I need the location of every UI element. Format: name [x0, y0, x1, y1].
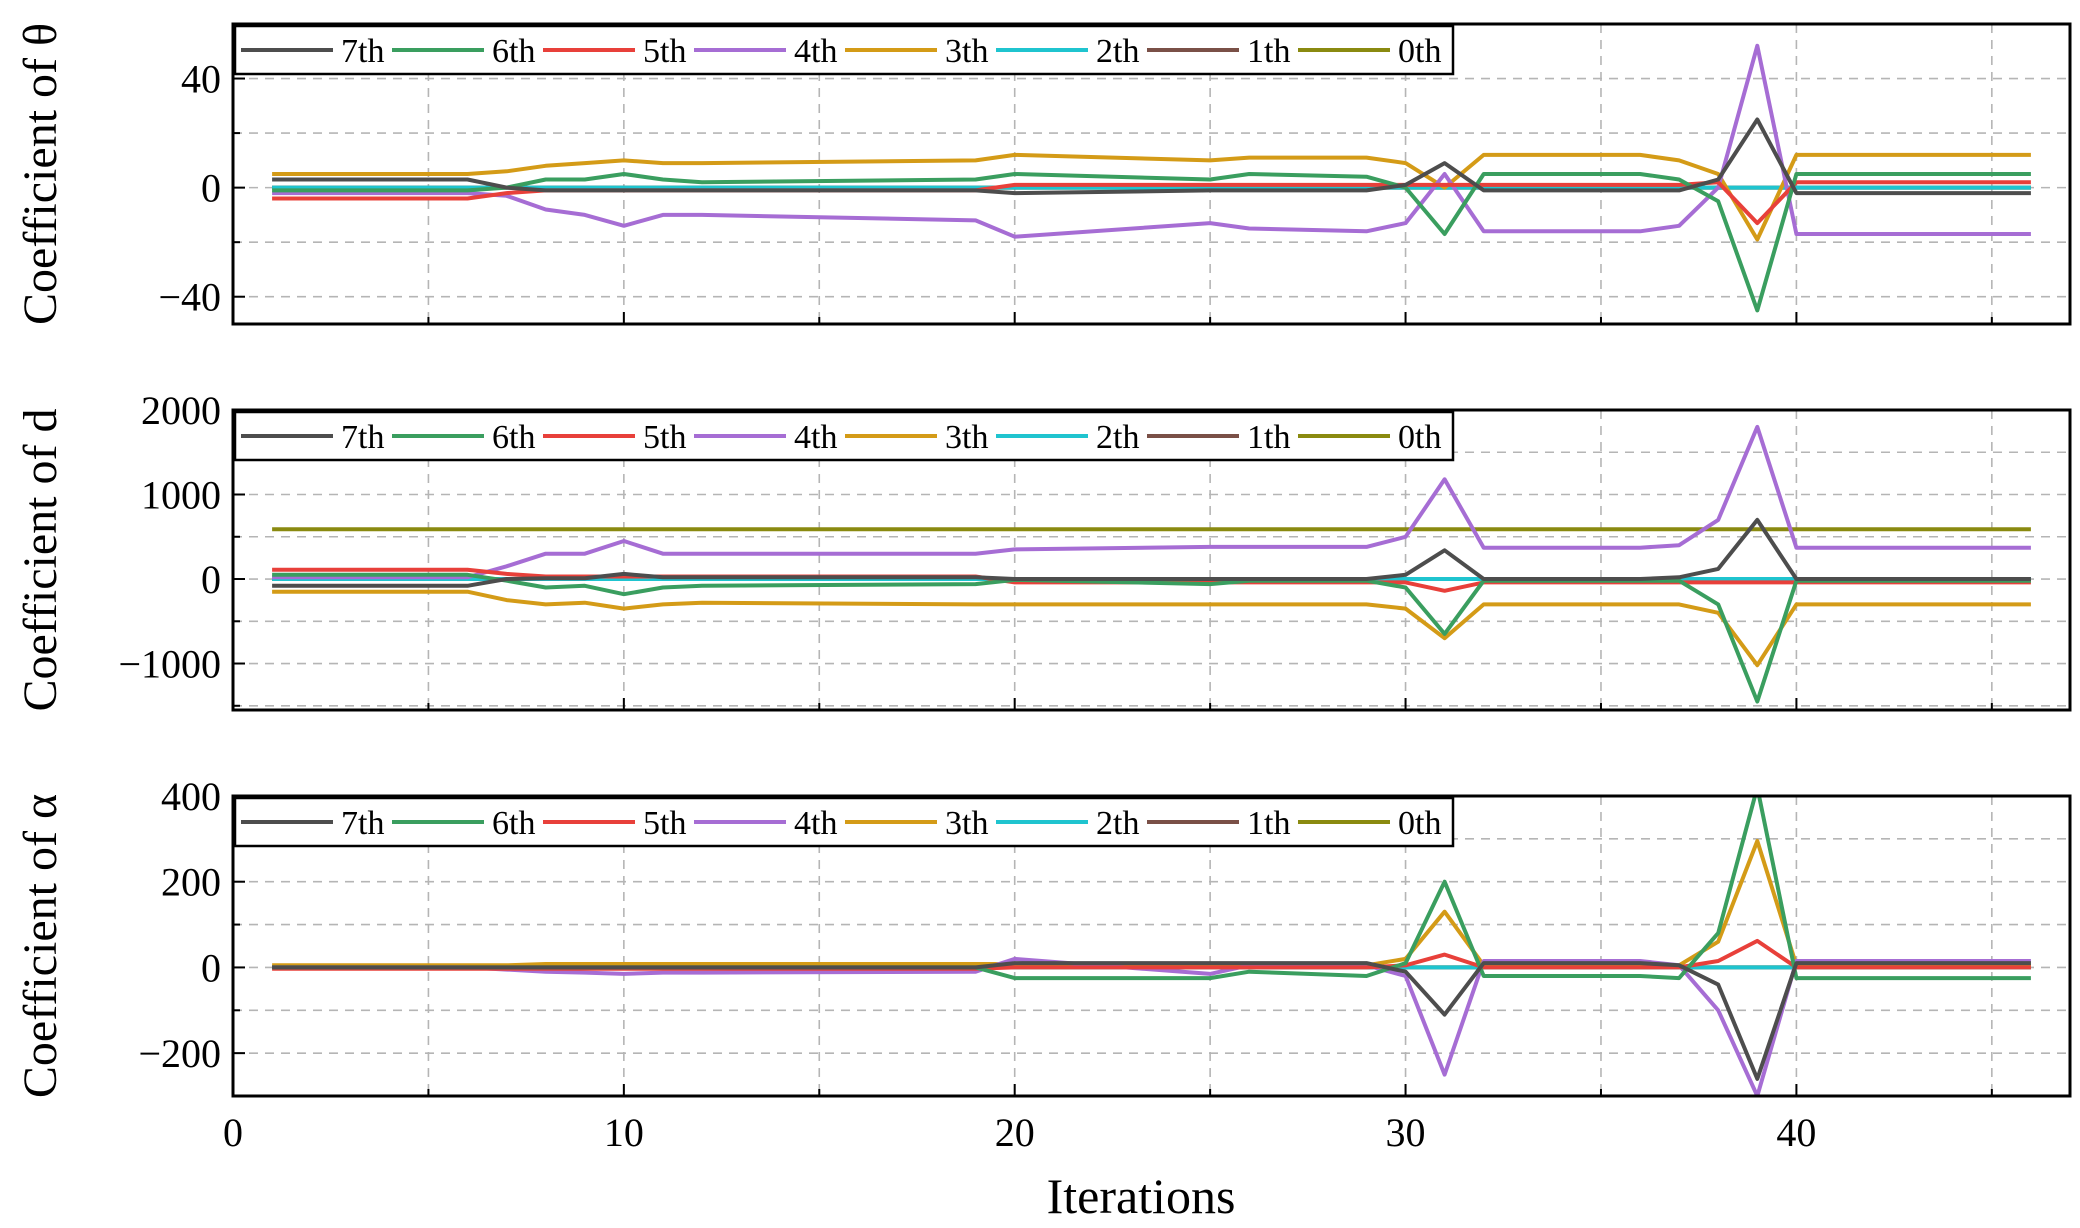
series-lines [272, 424, 2031, 704]
y-tick-label: 1000 [141, 473, 221, 518]
legend-label-3th: 3th [945, 33, 988, 70]
legend-label-7th: 7th [341, 419, 384, 456]
legend-label-6th: 6th [492, 805, 535, 842]
x-tick-label: 20 [995, 1110, 1035, 1155]
legend-label-4th: 4th [794, 805, 837, 842]
y-tick-label: 2000 [141, 388, 221, 433]
legend-label-2th: 2th [1096, 33, 1139, 70]
x-tick-label: 10 [604, 1110, 644, 1155]
y-tick-label: 40 [181, 57, 221, 102]
series-line-4th [272, 424, 2031, 580]
legend-label-7th: 7th [341, 805, 384, 842]
y-axis-label: Coefficient of α [14, 794, 67, 1098]
series-line-6th [272, 572, 2031, 704]
legend-label-4th: 4th [794, 419, 837, 456]
legend-label-0th: 0th [1398, 805, 1441, 842]
legend-label-1th: 1th [1247, 805, 1290, 842]
y-tick-label: −200 [138, 1031, 221, 1076]
series-line-3th [272, 589, 2031, 668]
legend-label-1th: 1th [1247, 33, 1290, 70]
y-tick-label: 0 [201, 945, 221, 990]
series-line-4th [272, 956, 2031, 1096]
y-tick-label: −40 [158, 275, 221, 320]
legend-label-5th: 5th [643, 33, 686, 70]
x-tick-label: 0 [223, 1110, 243, 1155]
y-tick-label: −1000 [118, 642, 221, 687]
series-lines [272, 796, 2031, 1096]
series-line-7th [272, 517, 2031, 588]
legend-label-6th: 6th [492, 33, 535, 70]
legend-label-2th: 2th [1096, 419, 1139, 456]
chart-panel-2: −1000 0 1000 2000 Coefficient of d 7th 6th 5th 4… [14, 388, 2072, 712]
legend: 7th 6th 5th 4th 3th 2th 1th 0th [233, 796, 1455, 848]
legend-label-5th: 5th [643, 419, 686, 456]
plot-frame [231, 794, 2072, 1098]
chart-panels: −40 0 40 Coefficient of θ 7th 6th 5th 4th 3th 2th… [14, 22, 2072, 1155]
plot-frame [231, 22, 2072, 326]
legend-label-5th: 5th [643, 805, 686, 842]
y-tick-label: 0 [201, 166, 221, 211]
y-axis-label: Coefficient of θ [14, 23, 67, 325]
x-tick-label: 30 [1386, 1110, 1426, 1155]
y-tick-label: 0 [201, 557, 221, 602]
x-tick-label: 40 [1776, 1110, 1816, 1155]
x-axis-label: Iterations [1047, 1168, 1236, 1224]
legend-box [233, 24, 1455, 76]
legend-label-6th: 6th [492, 419, 535, 456]
legend-label-7th: 7th [341, 33, 384, 70]
series-line-6th [272, 172, 2031, 313]
y-axis-label: Coefficient of d [14, 408, 67, 711]
y-tick-label: 400 [161, 774, 221, 819]
legend-label-0th: 0th [1398, 419, 1441, 456]
series-lines [272, 43, 2031, 313]
legend-label-0th: 0th [1398, 33, 1441, 70]
series-line-4th [272, 43, 2031, 239]
legend-label-1th: 1th [1247, 419, 1290, 456]
legend: 7th 6th 5th 4th 3th 2th 1th 0th [233, 410, 1455, 462]
series-line-7th [272, 117, 2031, 196]
y-tick-label: 200 [161, 860, 221, 905]
plot-frame [231, 408, 2072, 712]
legend-label-2th: 2th [1096, 805, 1139, 842]
chart-panel-1: −40 0 40 Coefficient of θ 7th 6th 5th 4th 3th 2th… [14, 22, 2072, 326]
series-line-7th [272, 961, 2031, 1081]
legend-label-4th: 4th [794, 33, 837, 70]
legend-label-3th: 3th [945, 805, 988, 842]
legend: 7th 6th 5th 4th 3th 2th 1th 0th [233, 24, 1455, 76]
legend-label-3th: 3th [945, 419, 988, 456]
